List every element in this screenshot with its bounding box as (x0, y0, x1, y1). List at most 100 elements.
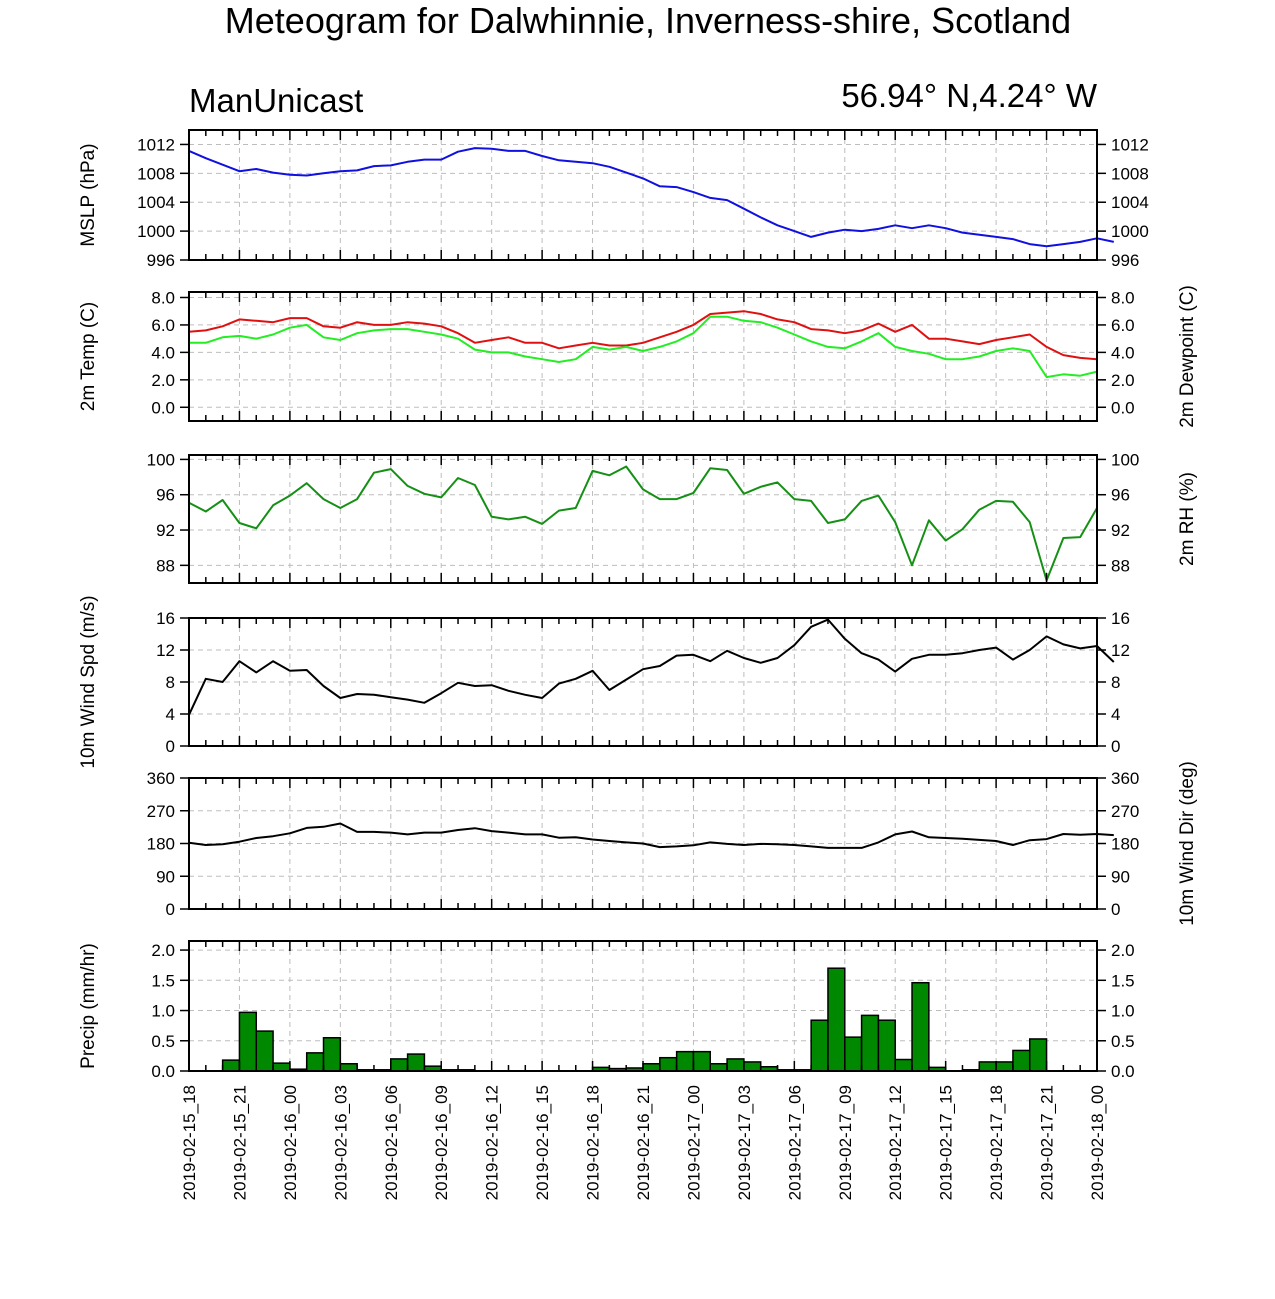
precip-bar (877, 1019, 896, 1072)
y-axis-label-right: 2m Dewpoint (C) (1177, 285, 1198, 428)
precip-bar (743, 1061, 762, 1072)
precip-bar (390, 1058, 409, 1072)
y-tick-label-left: 100 (147, 450, 175, 469)
y-tick-label-right: 12 (1111, 641, 1130, 660)
model-name: ManUnicast (189, 82, 363, 119)
series-line-mslp (188, 147, 1115, 248)
y-tick-label-left: 12 (156, 641, 175, 660)
panel-rh: 88 88 92 92 96 96 100 100 2m RH (%) (147, 450, 1198, 584)
x-tick-label: 2019-02-17_12 (886, 1085, 905, 1200)
y-tick-label-right: 0 (1111, 900, 1120, 919)
x-tick-label: 2019-02-17_18 (987, 1085, 1006, 1200)
y-tick-label-left: 1004 (137, 193, 175, 212)
y-tick-label-right: 0.0 (1111, 1062, 1135, 1081)
y-tick-label-right: 8 (1111, 673, 1120, 692)
series-line-wind (188, 618, 1115, 716)
y-tick-label-right: 16 (1111, 609, 1130, 628)
y-tick-label-right: 0 (1111, 737, 1120, 756)
y-axis-label-left: 2m Temp (C) (78, 302, 99, 411)
y-tick-label-left: 2.0 (151, 941, 175, 960)
y-tick-label-right: 6.0 (1111, 316, 1135, 335)
y-tick-label-left: 270 (147, 802, 175, 821)
y-tick-label-right: 1008 (1111, 164, 1149, 183)
precip-bar (692, 1050, 712, 1072)
y-tick-label-right: 4 (1111, 705, 1120, 724)
y-tick-label-left: 360 (147, 769, 175, 788)
x-tick-label: 2019-02-16_18 (584, 1085, 603, 1200)
y-tick-label-left: 0 (166, 900, 175, 919)
y-tick-label-right: 0.5 (1111, 1032, 1135, 1051)
x-tick-label: 2019-02-17_21 (1038, 1085, 1057, 1200)
y-tick-label-left: 996 (147, 251, 175, 270)
y-tick-label-right: 2.0 (1111, 371, 1135, 390)
x-tick-label: 2019-02-16_00 (281, 1085, 300, 1200)
precip-bar (221, 1059, 241, 1072)
y-axis-label-left: MSLP (hPa) (78, 143, 99, 246)
y-tick-label-left: 0.0 (151, 398, 175, 417)
precip-bar (238, 1011, 258, 1072)
precip-bar (406, 1053, 426, 1072)
y-axis-label-left: 10m Wind Spd (m/s) (78, 595, 99, 768)
y-tick-label-left: 4 (166, 705, 175, 724)
y-tick-label-left: 90 (156, 867, 175, 886)
panel-frame (188, 454, 1098, 584)
y-tick-label-right: 1.5 (1111, 971, 1135, 990)
precip-bar (995, 1061, 1014, 1072)
x-tick-label: 2019-02-17_09 (836, 1085, 855, 1200)
precip-bar (1028, 1038, 1048, 1072)
precip-bar (911, 981, 930, 1072)
series-line-temp (188, 310, 1098, 361)
y-tick-label-right: 996 (1111, 251, 1139, 270)
y-axis-label-right: 10m Wind Dir (deg) (1177, 761, 1198, 926)
panel-wind_dir: 0 0 90 90 180 180 270 270 360 360 10m Wind Dir (de… (147, 761, 1198, 926)
panel-mslp: 996 996 1000 1000 1004 1004 1008 1008 1012 1012 MS… (78, 129, 1149, 270)
x-tick-label: 2019-02-18_00 (1088, 1085, 1107, 1200)
y-tick-label-right: 0.0 (1111, 398, 1135, 417)
x-tick-label: 2019-02-16_09 (432, 1085, 451, 1200)
panel-precip: 0.0 0.0 0.5 0.5 1.0 1.0 1.5 1.5 2.0 2.0 Precip (mm… (78, 940, 1135, 1081)
y-tick-label-left: 1000 (137, 222, 175, 241)
precip-bar (659, 1056, 678, 1072)
x-tick-label: 2019-02-15_18 (180, 1085, 199, 1200)
y-tick-label-right: 180 (1111, 835, 1139, 854)
precip-bar (978, 1061, 997, 1072)
precip-bar (827, 967, 846, 1072)
precip-bar (709, 1062, 728, 1072)
y-axis-label-left: Precip (mm/hr) (78, 943, 99, 1069)
x-tick-label: 2019-02-17_00 (684, 1085, 703, 1200)
precip-bar (322, 1036, 342, 1072)
x-tick-label: 2019-02-16_06 (382, 1085, 401, 1200)
y-tick-label-left: 1.0 (151, 1002, 175, 1021)
y-tick-label-left: 180 (147, 835, 175, 854)
y-tick-label-right: 2.0 (1111, 941, 1135, 960)
panel-frame (188, 617, 1098, 747)
panel-frame (188, 291, 1098, 422)
y-tick-label-left: 0.5 (151, 1032, 175, 1051)
panel-frame (188, 129, 1098, 261)
y-tick-label-right: 100 (1111, 450, 1139, 469)
precip-bar (810, 1019, 829, 1072)
series-line-rh (188, 465, 1098, 582)
x-tick-label: 2019-02-16_21 (634, 1085, 653, 1200)
y-tick-label-right: 1000 (1111, 222, 1149, 241)
x-tick-label: 2019-02-17_03 (735, 1085, 754, 1200)
y-tick-label-left: 8.0 (151, 288, 175, 307)
chart-title: Meteogram for Dalwhinnie, Inverness-shir… (225, 0, 1071, 41)
panel-frame (188, 777, 1098, 910)
y-tick-label-left: 0.0 (151, 1062, 175, 1081)
y-tick-label-right: 270 (1111, 802, 1139, 821)
x-tick-label: 2019-02-16_03 (331, 1085, 350, 1200)
precip-bar (894, 1058, 913, 1072)
y-tick-label-left: 1.5 (151, 971, 175, 990)
y-tick-label-left: 96 (156, 486, 175, 505)
location-coordinates: 56.94° N,4.24° W (841, 77, 1098, 114)
precip-bar (860, 1014, 880, 1072)
precip-bar (675, 1050, 695, 1072)
y-axis-label-right: 2m RH (%) (1177, 472, 1198, 566)
y-tick-label-left: 4.0 (151, 343, 175, 362)
series-line-wind (188, 822, 1114, 849)
panel-wind_speed: 0 0 4 4 8 8 12 12 16 16 10m Wind Spd (m/s) (78, 595, 1130, 768)
x-axis: 2019-02-15_18 2019-02-15_21 2019-02-16_00 2… (180, 1085, 1107, 1200)
